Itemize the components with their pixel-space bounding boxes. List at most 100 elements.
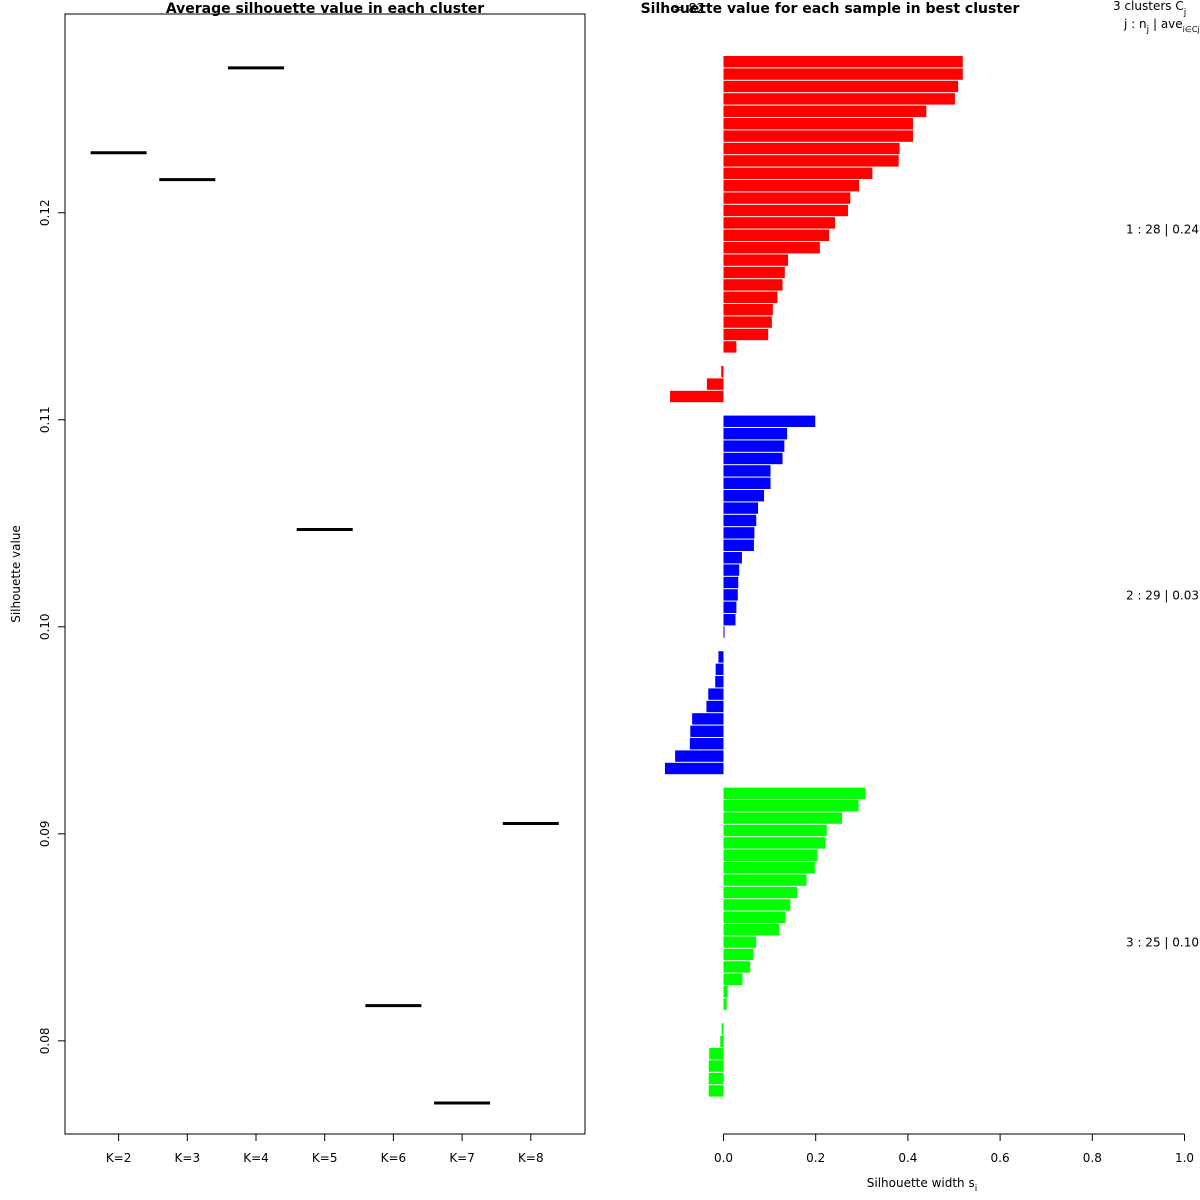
- left-x-tick-label: K=3: [175, 1151, 201, 1165]
- silhouette-bar-cluster-1: [723, 130, 913, 142]
- left-panel: Average silhouette value in each cluster…: [9, 1, 586, 1165]
- silhouette-bar-cluster-2: [723, 465, 771, 477]
- silhouette-bar-cluster-2: [664, 762, 724, 775]
- silhouette-bar-cluster-3: [723, 886, 798, 899]
- silhouette-bar-cluster-2: [690, 725, 724, 737]
- silhouette-bar-cluster-3: [723, 936, 757, 948]
- silhouette-bar-cluster-3: [721, 1023, 724, 1035]
- silhouette-bar-cluster-1: [723, 105, 927, 117]
- silhouette-bar-cluster-2: [723, 527, 755, 539]
- silhouette-bar-cluster-1: [723, 341, 737, 353]
- silhouette-bar-cluster-1: [723, 316, 772, 328]
- silhouette-bar-cluster-2: [723, 601, 737, 613]
- silhouette-bar-cluster-1: [723, 279, 783, 291]
- left-chart-title: Average silhouette value in each cluster: [166, 1, 484, 17]
- right-chart-title: Silhouette value for each sample in best…: [641, 1, 1020, 17]
- silhouette-bar-cluster-2: [723, 477, 771, 489]
- silhouette-bar-cluster-2: [715, 663, 724, 675]
- right-x-axis-label: Silhouette width si: [867, 1176, 978, 1194]
- cluster-label-2: 2 : 29 | 0.03: [1126, 588, 1199, 602]
- left-data-marks: [90, 66, 559, 1105]
- silhouette-bar-cluster-1: [723, 291, 778, 303]
- silhouette-bar-cluster-1: [723, 229, 830, 241]
- silhouette-bar-cluster-2: [723, 514, 757, 527]
- left-x-tick-label: K=2: [106, 1151, 132, 1165]
- silhouette-bar-cluster-3: [723, 998, 727, 1010]
- left-x-axis: K=2 K=3 K=4 K=5 K=6 K=7 K=8: [106, 1134, 544, 1165]
- silhouette-bar-cluster-2: [692, 713, 724, 725]
- silhouette-bar-cluster-1: [723, 180, 860, 192]
- silhouette-bar-cluster-1: [723, 254, 789, 266]
- silhouette-bar-cluster-2: [689, 738, 724, 750]
- right-x-tick-label: 0.6: [991, 1151, 1010, 1165]
- left-x-tick-label: K=4: [243, 1151, 269, 1165]
- silhouette-bar-cluster-3: [723, 824, 827, 837]
- silhouette-bar-cluster-1: [670, 390, 724, 403]
- left-y-tick-label: 0.11: [38, 406, 52, 433]
- silhouette-bar-cluster-1: [723, 266, 785, 279]
- silhouette-bar-cluster-1: [723, 155, 899, 167]
- silhouette-bar-cluster-3: [723, 812, 842, 824]
- right-x-tick-label: 0.2: [806, 1151, 825, 1165]
- silhouette-bar-cluster-1: [723, 167, 873, 179]
- silhouette-bar-cluster-3: [723, 862, 815, 874]
- silhouette-bar-cluster-2: [723, 452, 783, 465]
- silhouette-bar-cluster-3: [723, 787, 866, 799]
- cluster-label-1: 1 : 28 | 0.24: [1126, 223, 1199, 237]
- silhouette-bar-cluster-3: [723, 800, 859, 812]
- silhouette-bar-cluster-3: [723, 986, 728, 998]
- silhouette-bar-cluster-1: [723, 142, 900, 155]
- silhouette-bar-cluster-3: [723, 961, 751, 973]
- silhouette-bar-cluster-2: [723, 589, 738, 601]
- silhouette-bar-cluster-1: [723, 93, 955, 105]
- silhouette-bar-cluster-3: [723, 837, 826, 849]
- right-bars: [664, 56, 963, 1097]
- sample-count-label: n = 82: [661, 2, 705, 17]
- silhouette-bar-cluster-1: [706, 378, 724, 390]
- left-x-tick-label: K=7: [449, 1151, 475, 1165]
- silhouette-bar-cluster-3: [723, 899, 791, 911]
- silhouette-bar-cluster-2: [723, 428, 788, 440]
- silhouette-bar-cluster-3: [720, 1035, 724, 1047]
- left-y-axis-label: Silhouette value: [9, 525, 23, 623]
- left-plot-frame: [64, 13, 586, 1135]
- silhouette-bar-cluster-2: [706, 700, 724, 713]
- silhouette-bar-cluster-2: [723, 502, 759, 514]
- silhouette-bar-cluster-2: [723, 626, 725, 638]
- right-panel: Silhouette value for each sample in best…: [641, 0, 1200, 1194]
- silhouette-bar-cluster-1: [723, 80, 959, 93]
- silhouette-bar-cluster-3: [723, 973, 743, 985]
- silhouette-bar-cluster-3: [723, 948, 754, 961]
- silhouette-bar-cluster-2: [723, 490, 765, 502]
- left-y-tick-label: 0.12: [38, 199, 52, 226]
- left-x-tick-label: K=5: [312, 1151, 338, 1165]
- silhouette-bar-cluster-2: [718, 651, 724, 663]
- silhouette-bar-cluster-1: [723, 68, 963, 80]
- silhouette-bar-cluster-3: [723, 849, 818, 861]
- silhouette-bar-cluster-2: [675, 750, 724, 762]
- right-x-tick-label: 1.0: [1175, 1151, 1194, 1165]
- silhouette-bar-cluster-2: [723, 552, 742, 564]
- cluster-label-3: 3 : 25 | 0.10: [1126, 936, 1199, 950]
- left-y-tick-label: 0.10: [38, 613, 52, 640]
- silhouette-bar-cluster-2: [723, 564, 740, 576]
- right-x-tick-label: 0.4: [898, 1151, 917, 1165]
- left-x-tick-label: K=6: [381, 1151, 407, 1165]
- silhouette-bar-cluster-3: [709, 1048, 724, 1060]
- silhouette-bar-cluster-2: [715, 676, 724, 688]
- right-x-tick-label: 0.0: [714, 1151, 733, 1165]
- right-x-tick-label: 0.8: [1083, 1151, 1102, 1165]
- left-y-tick-label: 0.08: [38, 1027, 52, 1054]
- right-cluster-labels: 1 : 28 | 0.24 2 : 29 | 0.03 3 : 25 | 0.10: [1126, 223, 1199, 950]
- left-x-tick-label: K=8: [518, 1151, 544, 1165]
- silhouette-bar-cluster-3: [708, 1060, 724, 1072]
- silhouette-bar-cluster-1: [723, 328, 769, 341]
- silhouette-bar-cluster-2: [708, 688, 724, 700]
- silhouette-bar-cluster-1: [721, 366, 724, 378]
- silhouette-bar-cluster-1: [723, 56, 963, 68]
- right-x-axis: 0.0 0.2 0.4 0.6 0.8 1.0: [714, 1133, 1194, 1165]
- silhouette-bar-cluster-1: [723, 118, 913, 130]
- silhouette-bar-cluster-3: [708, 1072, 724, 1085]
- cluster-header-line1: 3 clusters Cj: [1113, 0, 1186, 18]
